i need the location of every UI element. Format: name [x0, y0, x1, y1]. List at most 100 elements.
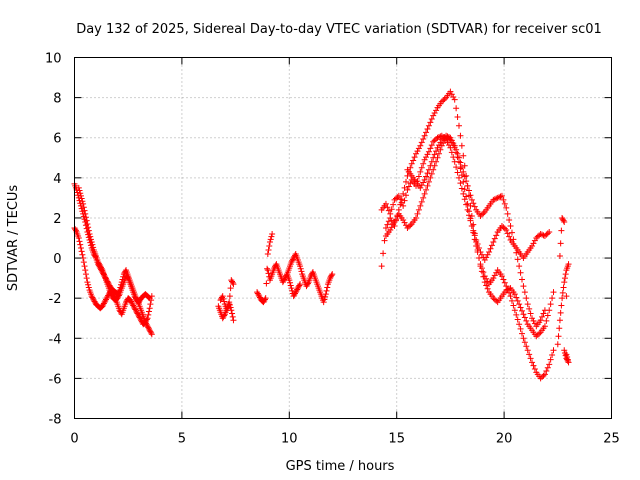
data-point	[458, 164, 465, 171]
data-point	[484, 278, 491, 285]
y-axis-label: SDTVAR / TECUs	[6, 185, 21, 292]
data-point	[476, 255, 483, 262]
data-point	[467, 215, 474, 222]
data-point	[516, 263, 523, 270]
data-point	[97, 263, 104, 270]
x-tick-label: 25	[603, 432, 620, 447]
data-point	[563, 293, 570, 300]
data-point	[506, 289, 513, 296]
y-tick-label: 2	[53, 212, 61, 227]
data-point	[440, 135, 447, 142]
data-point	[463, 178, 470, 185]
data-point	[405, 183, 412, 190]
data-point	[133, 307, 140, 314]
data-point	[146, 295, 153, 302]
data-point	[530, 240, 537, 247]
data-point	[88, 239, 95, 246]
data-point	[385, 207, 392, 214]
data-point	[549, 351, 556, 358]
data-point	[421, 132, 428, 139]
data-point	[541, 323, 548, 330]
data-point	[136, 314, 143, 321]
data-point	[562, 271, 569, 278]
data-point	[95, 259, 102, 266]
data-point	[281, 276, 288, 283]
data-point	[547, 356, 554, 363]
data-point	[524, 301, 531, 308]
data-point	[503, 226, 510, 233]
y-tick-label: 6	[53, 132, 61, 147]
data-point	[531, 237, 538, 244]
data-point	[291, 291, 298, 298]
data-point	[540, 372, 547, 379]
data-point	[558, 302, 565, 309]
data-point	[293, 287, 300, 294]
data-point	[403, 192, 410, 199]
data-point	[413, 150, 420, 157]
data-point	[230, 317, 237, 324]
data-point	[97, 264, 104, 271]
data-point	[85, 281, 92, 288]
data-point	[497, 193, 504, 200]
data-point	[378, 263, 385, 270]
data-point	[468, 196, 475, 203]
data-point	[513, 294, 520, 301]
data-point	[424, 170, 431, 177]
data-point	[220, 313, 227, 320]
data-point	[529, 315, 536, 322]
data-point	[380, 250, 387, 257]
data-point	[561, 275, 568, 282]
data-point	[78, 195, 85, 202]
data-point	[484, 251, 491, 258]
data-point	[423, 154, 430, 161]
data-point	[454, 150, 461, 157]
data-point	[510, 302, 517, 309]
data-point	[558, 227, 565, 234]
data-point	[438, 98, 445, 105]
data-point	[421, 156, 428, 163]
data-point	[560, 217, 567, 224]
data-point	[473, 237, 480, 244]
data-point	[418, 198, 425, 205]
data-point	[511, 291, 518, 298]
data-point	[556, 317, 563, 324]
data-point	[557, 309, 564, 316]
data-point	[539, 313, 546, 320]
data-point	[287, 279, 294, 286]
data-point	[546, 361, 553, 368]
data-point	[98, 265, 105, 272]
data-point	[564, 353, 571, 360]
data-point	[504, 210, 511, 217]
data-point	[534, 331, 541, 338]
data-point	[145, 294, 152, 301]
data-point	[565, 359, 572, 366]
data-point	[90, 244, 97, 251]
data-point	[511, 243, 518, 250]
data-point	[123, 273, 130, 280]
data-point	[327, 273, 334, 280]
data-point	[297, 281, 304, 288]
data-point	[265, 270, 272, 277]
data-point	[490, 275, 497, 282]
series-track-b	[71, 224, 155, 328]
data-point	[511, 307, 518, 314]
data-point	[321, 296, 328, 303]
data-point	[81, 207, 88, 214]
data-point	[464, 200, 471, 207]
data-point	[145, 324, 152, 331]
data-point	[127, 297, 134, 304]
x-tick-label: 0	[70, 432, 78, 447]
data-point	[418, 139, 425, 146]
data-point	[230, 281, 237, 288]
data-point	[467, 192, 474, 199]
data-point	[280, 277, 287, 284]
data-point	[451, 96, 458, 103]
data-point	[478, 265, 485, 272]
data-point	[506, 233, 513, 240]
data-point	[145, 293, 152, 300]
data-point	[516, 301, 523, 308]
data-point	[454, 113, 461, 120]
data-point	[444, 133, 451, 140]
data-point	[425, 148, 432, 155]
data-point	[391, 218, 398, 225]
